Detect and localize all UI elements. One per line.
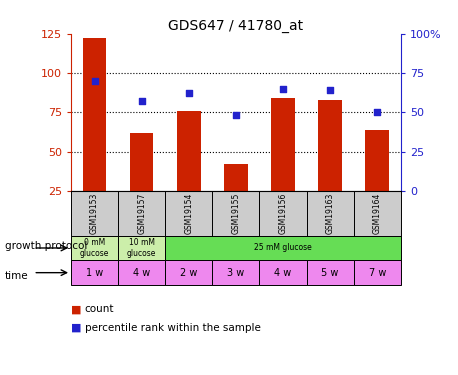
Bar <box>71 260 118 285</box>
Text: 2 w: 2 w <box>180 268 197 278</box>
Bar <box>306 260 354 285</box>
Bar <box>213 260 259 285</box>
Text: 25 mM glucose: 25 mM glucose <box>254 243 312 252</box>
Bar <box>271 98 295 191</box>
Bar <box>177 111 201 191</box>
Bar <box>318 100 342 191</box>
Text: GSM19164: GSM19164 <box>373 192 382 234</box>
Text: 7 w: 7 w <box>369 268 386 278</box>
Text: GSM19155: GSM19155 <box>231 192 240 234</box>
Text: 4 w: 4 w <box>274 268 292 278</box>
Text: GSM19154: GSM19154 <box>184 192 193 234</box>
Text: 3 w: 3 w <box>227 268 245 278</box>
Bar <box>71 236 118 260</box>
Text: GSM19163: GSM19163 <box>326 192 335 234</box>
Bar <box>165 236 401 260</box>
Text: ■: ■ <box>71 304 82 314</box>
Point <box>185 90 192 96</box>
Bar <box>118 191 165 236</box>
Text: GSM19156: GSM19156 <box>278 192 288 234</box>
Text: time: time <box>5 271 28 280</box>
Bar <box>130 133 153 191</box>
Text: percentile rank within the sample: percentile rank within the sample <box>85 323 261 333</box>
Point <box>279 86 287 92</box>
Text: 0 mM
glucose: 0 mM glucose <box>80 238 109 258</box>
Point <box>374 109 381 115</box>
Text: count: count <box>85 304 114 314</box>
Bar <box>118 260 165 285</box>
Bar <box>354 191 401 236</box>
Bar <box>213 191 259 236</box>
Text: 1 w: 1 w <box>86 268 103 278</box>
Text: 10 mM
glucose: 10 mM glucose <box>127 238 156 258</box>
Text: ■: ■ <box>71 323 82 333</box>
Bar <box>306 191 354 236</box>
Bar <box>83 39 106 191</box>
Text: 4 w: 4 w <box>133 268 150 278</box>
Text: growth protocol: growth protocol <box>5 241 87 250</box>
Point <box>232 112 240 118</box>
Bar <box>354 260 401 285</box>
Point <box>138 98 145 104</box>
Bar <box>165 260 213 285</box>
Point <box>91 78 98 84</box>
Text: 5 w: 5 w <box>322 268 339 278</box>
Bar <box>365 129 389 191</box>
Bar <box>259 191 306 236</box>
Text: GSM19153: GSM19153 <box>90 192 99 234</box>
Text: GSM19157: GSM19157 <box>137 192 146 234</box>
Bar <box>224 164 248 191</box>
Title: GDS647 / 41780_at: GDS647 / 41780_at <box>168 19 304 33</box>
Bar <box>71 191 118 236</box>
Bar <box>118 236 165 260</box>
Bar <box>165 191 213 236</box>
Point <box>327 87 334 93</box>
Bar <box>259 260 306 285</box>
